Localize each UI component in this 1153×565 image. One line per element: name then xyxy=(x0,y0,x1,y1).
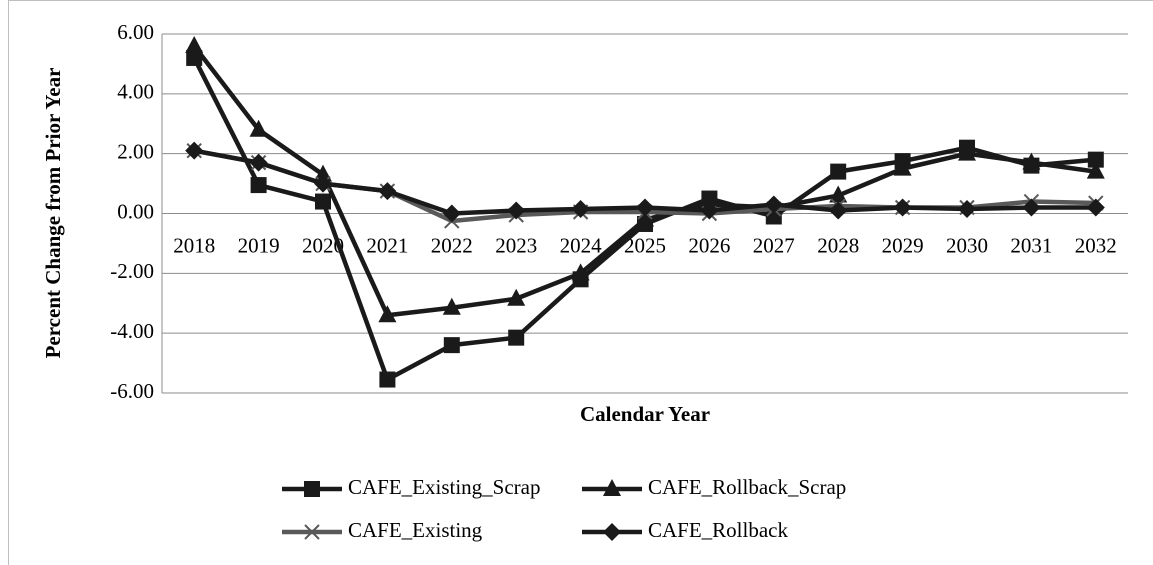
data-point xyxy=(185,141,204,160)
y-tick-label: 4.00 xyxy=(117,80,154,104)
y-tick-label: 6.00 xyxy=(117,20,154,44)
data-point xyxy=(315,193,331,210)
data-point xyxy=(507,201,526,220)
y-tick-label: 2.00 xyxy=(117,139,154,163)
data-point xyxy=(764,195,783,214)
x-tick-label: 2027 xyxy=(753,233,795,257)
legend-label: CAFE_Existing_Scrap xyxy=(348,475,541,499)
x-tick-label: 2024 xyxy=(560,233,603,257)
data-point xyxy=(1086,161,1105,179)
legend-marker xyxy=(304,524,320,540)
data-point xyxy=(829,185,848,203)
data-point xyxy=(508,329,525,346)
legend-label: CAFE_Rollback_Scrap xyxy=(648,475,846,499)
data-point xyxy=(314,174,332,193)
data-point xyxy=(1022,152,1041,170)
y-tick-label: -2.00 xyxy=(110,259,154,283)
legend-label: CAFE_Existing xyxy=(348,518,483,542)
chart-border xyxy=(8,0,1153,565)
data-point xyxy=(442,297,461,315)
legend-marker xyxy=(603,479,621,496)
x-tick-label: 2032 xyxy=(1075,233,1117,257)
x-tick-label: 2018 xyxy=(173,233,215,257)
data-point xyxy=(379,371,396,388)
data-point xyxy=(893,158,912,176)
x-tick-label: 2023 xyxy=(495,233,537,257)
data-point xyxy=(1022,198,1041,217)
data-point xyxy=(958,200,976,219)
data-point xyxy=(378,305,397,323)
x-tick-label: 2021 xyxy=(366,233,408,257)
legend-label: CAFE_Rollback xyxy=(648,518,788,542)
data-point xyxy=(700,201,719,220)
y-tick-label: -6.00 xyxy=(110,379,154,403)
data-point xyxy=(442,204,461,223)
y-tick-label: 0.00 xyxy=(117,199,154,223)
data-point xyxy=(249,119,268,137)
data-point xyxy=(893,198,912,217)
data-point xyxy=(829,201,848,220)
data-point xyxy=(185,35,204,53)
data-point xyxy=(571,200,590,219)
data-point xyxy=(636,198,654,217)
y-axis-title: Percent Change from Prior Year xyxy=(41,68,65,359)
legend-marker xyxy=(603,523,621,541)
data-point xyxy=(249,153,268,172)
x-tick-label: 2026 xyxy=(688,233,730,257)
y-tick-label: -4.00 xyxy=(110,319,154,343)
x-tick-label: 2028 xyxy=(817,233,859,257)
data-point xyxy=(314,164,332,182)
data-point xyxy=(1087,151,1104,168)
x-tick-label: 2022 xyxy=(431,233,473,257)
x-axis-title: Calendar Year xyxy=(580,402,710,426)
data-point xyxy=(250,177,267,194)
data-point xyxy=(571,263,590,281)
x-tick-label: 2031 xyxy=(1010,233,1052,257)
x-tick-label: 2030 xyxy=(946,233,988,257)
data-point xyxy=(443,337,460,354)
legend-marker xyxy=(304,481,320,497)
data-point xyxy=(636,209,654,227)
x-tick-label: 2029 xyxy=(882,233,924,257)
data-point xyxy=(958,143,976,161)
data-point xyxy=(1086,198,1105,217)
data-point xyxy=(378,182,397,201)
x-tick-label: 2019 xyxy=(238,233,280,257)
data-point xyxy=(507,288,526,306)
data-point xyxy=(830,163,847,180)
